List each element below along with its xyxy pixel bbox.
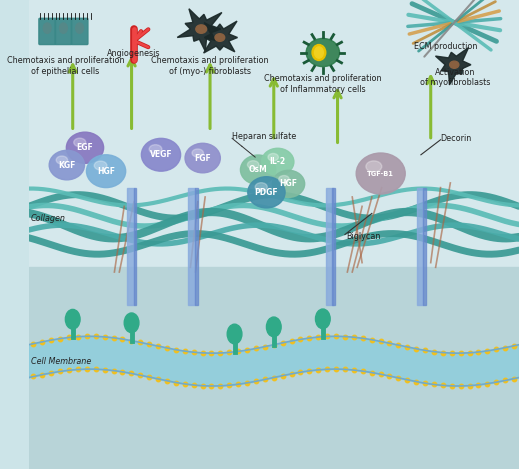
Ellipse shape: [248, 161, 259, 169]
Text: Biglycan: Biglycan: [346, 232, 381, 242]
Bar: [29, 0, 519, 267]
Text: FGF: FGF: [194, 153, 211, 163]
Ellipse shape: [366, 161, 382, 172]
Ellipse shape: [316, 309, 330, 329]
Text: KGF: KGF: [58, 160, 76, 170]
Bar: [195, 188, 198, 305]
Ellipse shape: [306, 38, 339, 67]
Ellipse shape: [312, 45, 326, 61]
Bar: [188, 188, 195, 305]
Text: EGF: EGF: [77, 143, 93, 152]
Text: Chemotaxis and proliferation
of (myo-) fibroblasts: Chemotaxis and proliferation of (myo-) f…: [151, 56, 269, 76]
Ellipse shape: [268, 153, 278, 161]
Text: Chemotaxis and proliferation
of Inflammatory cells: Chemotaxis and proliferation of Inflamma…: [264, 74, 381, 93]
Text: Activation
of myofibroblasts: Activation of myofibroblasts: [420, 68, 490, 87]
Bar: [326, 188, 333, 305]
Ellipse shape: [356, 153, 405, 194]
Ellipse shape: [192, 149, 203, 157]
Ellipse shape: [56, 156, 67, 164]
Ellipse shape: [196, 25, 207, 33]
Ellipse shape: [272, 170, 305, 197]
Polygon shape: [177, 9, 222, 51]
Bar: [29, 267, 519, 469]
FancyBboxPatch shape: [55, 18, 72, 45]
Text: Angiogenesis: Angiogenesis: [107, 49, 161, 58]
Ellipse shape: [279, 175, 289, 183]
Ellipse shape: [66, 132, 104, 163]
Ellipse shape: [185, 144, 221, 173]
Ellipse shape: [227, 324, 242, 344]
Text: VEGF: VEGF: [149, 150, 172, 159]
Bar: [127, 188, 134, 305]
Text: PDGF: PDGF: [255, 188, 278, 197]
Ellipse shape: [124, 313, 139, 333]
Ellipse shape: [74, 138, 86, 147]
Ellipse shape: [255, 182, 267, 191]
FancyBboxPatch shape: [71, 18, 88, 45]
Text: Heparan sulfate: Heparan sulfate: [232, 131, 296, 141]
Text: Collagen: Collagen: [31, 213, 66, 223]
Polygon shape: [435, 47, 471, 85]
Ellipse shape: [141, 138, 181, 171]
Ellipse shape: [315, 47, 323, 58]
Ellipse shape: [248, 177, 285, 208]
Ellipse shape: [65, 310, 80, 329]
Polygon shape: [203, 21, 238, 53]
Ellipse shape: [262, 148, 294, 175]
Ellipse shape: [49, 150, 85, 180]
Ellipse shape: [215, 34, 225, 41]
Ellipse shape: [43, 23, 51, 33]
Text: OsM: OsM: [249, 165, 267, 174]
Text: Cell Membrane: Cell Membrane: [31, 356, 91, 366]
Ellipse shape: [266, 317, 281, 337]
Ellipse shape: [76, 23, 84, 33]
Text: ECM production: ECM production: [414, 42, 477, 51]
Bar: [133, 188, 136, 305]
Text: Decorin: Decorin: [441, 134, 472, 143]
Bar: [417, 188, 424, 305]
FancyBboxPatch shape: [39, 18, 56, 45]
Text: HGF: HGF: [280, 179, 297, 189]
Text: Chemotaxis and proliferation
of epithelial cells: Chemotaxis and proliferation of epitheli…: [7, 56, 124, 76]
Ellipse shape: [87, 155, 126, 188]
Ellipse shape: [60, 23, 67, 33]
Text: TGF-B1: TGF-B1: [367, 171, 394, 176]
Bar: [332, 188, 335, 305]
Ellipse shape: [94, 161, 107, 170]
Bar: [423, 188, 426, 305]
Text: IL-2: IL-2: [270, 157, 286, 166]
Ellipse shape: [240, 155, 276, 185]
Ellipse shape: [449, 61, 459, 68]
Text: HGF: HGF: [97, 166, 115, 176]
Ellipse shape: [149, 144, 162, 154]
